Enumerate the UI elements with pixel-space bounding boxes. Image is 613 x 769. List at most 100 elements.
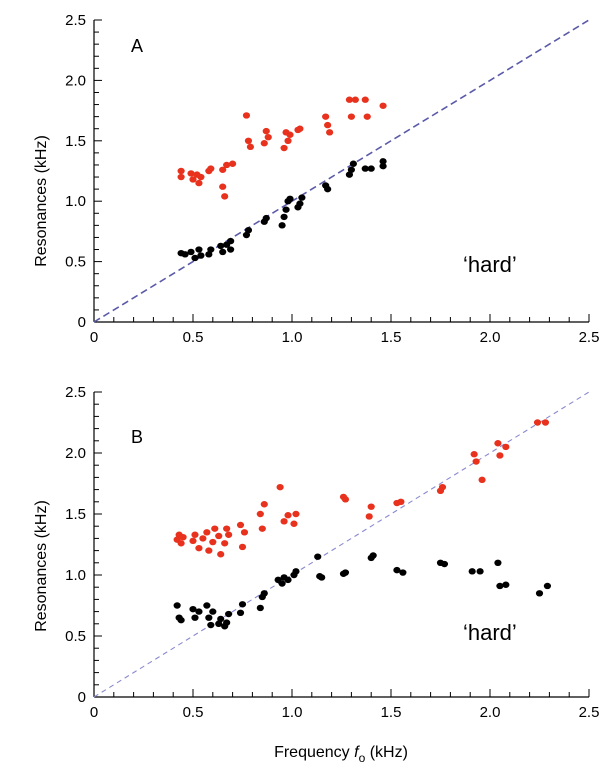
panel-b-black-point: [494, 559, 502, 566]
panel-b-black-point: [314, 553, 322, 560]
panel-b-red-point: [256, 510, 264, 518]
panel-a-black-point: [207, 246, 215, 253]
panel-b-black-point: [225, 610, 233, 618]
panel-b-y-tick-label: 1.5: [65, 506, 86, 523]
panel-a-red-point: [322, 113, 330, 120]
panel-a-y-tick-label: 2.5: [65, 12, 86, 29]
panel-a-red-point: [326, 129, 334, 136]
panel-a-black-point: [242, 231, 251, 239]
panel-b-y-tick-label: 2.5: [65, 384, 86, 401]
panel-a-y-tick-label: 1.0: [65, 193, 86, 210]
panel-b-black-point: [399, 569, 407, 576]
panel-a: 0 0.5 1.0 1.5 2.0 2.5 0 0.5 1.0 1.5 2.0 2.5 A ‘hard…: [33, 12, 599, 346]
panel-b-black-point: [369, 552, 377, 559]
panel-a-x-tick-label: 1.0: [282, 329, 303, 346]
panel-a-x-tick-label: 2.0: [480, 329, 501, 346]
panel-b-black-point: [284, 576, 292, 584]
panel-a-black-point: [197, 252, 205, 259]
panel-b-black-point: [203, 602, 211, 609]
panel-a-red-point: [219, 166, 227, 173]
panel-b-black-point: [217, 615, 225, 623]
panel-a-red-point: [246, 143, 255, 151]
panel-b-red-point: [179, 533, 187, 541]
panel-a-red-point: [195, 179, 203, 187]
panel-b-black-point: [341, 569, 350, 576]
panel-a-y-tick-label: 1.5: [65, 133, 86, 150]
panel-a-y-axis-title: Resonances (kHz): [33, 135, 50, 267]
panel-b-red-point: [341, 496, 350, 503]
panel-a-red-point: [177, 173, 185, 181]
x-axis-title-word: Frequency: [274, 744, 350, 761]
panel-b-red-point: [258, 525, 266, 532]
panel-b-red-point: [191, 531, 199, 538]
panel-a-red-point: [189, 176, 197, 183]
panel-b-red-point: [496, 452, 504, 459]
panel-b-y-tick-label: 2.0: [65, 445, 86, 462]
panel-b-red-point: [472, 458, 480, 465]
panel-b-red-point: [236, 521, 245, 529]
x-axis-title-subscript: o: [359, 751, 366, 765]
panel-b-label: B: [131, 427, 143, 447]
panel-b-red-point: [195, 544, 203, 552]
panel-b-red-point: [276, 483, 284, 491]
panel-b-red-point: [365, 513, 373, 520]
panel-b-points: [173, 419, 552, 630]
panel-a-black-point: [347, 166, 355, 173]
panel-b-red-point: [397, 498, 405, 505]
panel-a-red-point: [207, 165, 215, 172]
panel-a-black-point: [367, 165, 375, 172]
panel-a-black-point: [379, 158, 387, 165]
panel-a-axes: 0 0.5 1.0 1.5 2.0 2.5 0 0.5 1.0 1.5 2.0 2.5: [65, 12, 599, 346]
panel-b-black-point: [195, 608, 203, 615]
panel-b-red-point: [189, 537, 197, 545]
panel-a-black-point: [349, 160, 357, 167]
panel-a-black-point: [262, 214, 270, 222]
panel-b-reference-line: [93, 391, 590, 698]
panel-a-black-point: [205, 251, 213, 258]
panel-a-black-point: [219, 248, 227, 256]
panel-a-black-point: [227, 246, 235, 253]
panel-b-black-point: [191, 614, 199, 621]
panel-b-red-point: [238, 543, 247, 551]
panel-a-red-point: [260, 140, 268, 147]
panel-b-x-axis-title: Frequency fo (kHz): [274, 744, 408, 765]
panel-a-black-point: [195, 246, 203, 253]
panel-b-black-point: [468, 568, 476, 575]
panel-b-red-point: [541, 419, 550, 426]
panel-a-red-point: [223, 161, 231, 169]
panel-b-red-point: [367, 503, 375, 510]
panel-b-red-point: [223, 525, 231, 532]
panel-b-black-point: [173, 602, 181, 609]
panel-b-black-point: [223, 619, 231, 626]
panel-b-black-point: [476, 568, 484, 575]
panel-a-red-point: [296, 125, 304, 132]
panel-a-red-point: [197, 173, 205, 181]
panel-b-red-point: [284, 512, 292, 519]
panel-b-red-point: [292, 510, 300, 518]
panel-b-red-point: [217, 551, 225, 558]
panel-b-x-tick-label: 1.0: [282, 704, 303, 721]
panel-a-black-point: [345, 171, 354, 178]
panel-b-black-point: [393, 566, 401, 574]
panel-b-red-point: [199, 535, 207, 542]
panel-b-black-point: [238, 601, 247, 608]
panel-a-black-point: [324, 185, 332, 193]
panel-a-black-point: [379, 162, 387, 170]
panel-b-red-point: [502, 443, 510, 451]
panel-a-red-point: [280, 144, 288, 152]
panel-a-black-point: [296, 200, 304, 207]
panel-a-annotation: ‘hard’: [463, 252, 517, 277]
panel-a-red-point: [177, 167, 185, 175]
panel-b-black-point: [496, 582, 504, 590]
panel-b-red-point: [280, 518, 288, 525]
panel-a-red-point: [221, 193, 229, 200]
x-axis-title-unit: (kHz): [370, 744, 408, 761]
panel-b-red-point: [203, 529, 211, 536]
panel-b-black-point: [502, 581, 510, 588]
panel-b-y-axis-title: Resonances (kHz): [33, 500, 50, 632]
panel-b-red-point: [438, 483, 447, 491]
panel-a-red-point: [262, 127, 270, 135]
panel-a-red-point: [229, 160, 237, 167]
panel-a-red-point: [244, 137, 253, 144]
